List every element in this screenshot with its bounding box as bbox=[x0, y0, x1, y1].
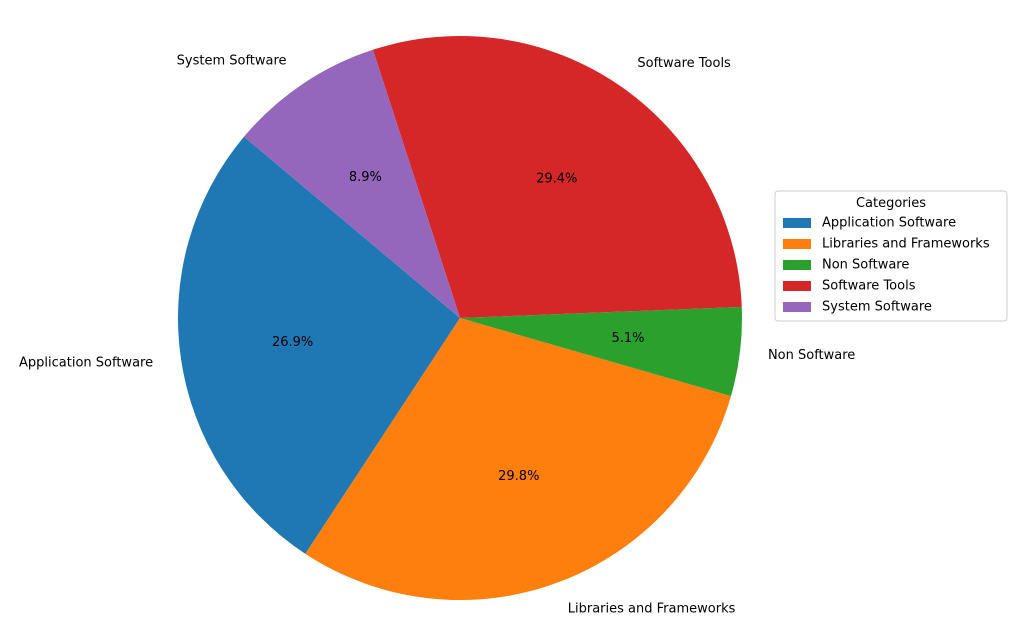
legend-swatch-libraries-and-frameworks bbox=[783, 239, 811, 249]
legend-label-software-tools: Software Tools bbox=[822, 279, 916, 294]
slice-label-non-software: Non Software bbox=[768, 348, 855, 363]
pie-slice-libraries-and-frameworks bbox=[305, 318, 731, 600]
slice-label-software-tools: Software Tools bbox=[637, 56, 731, 71]
slices-layer bbox=[177, 36, 742, 600]
slice-pct-non-software: 5.1% bbox=[611, 331, 644, 346]
slice-label-application-software: Application Software bbox=[19, 356, 153, 371]
pie-slice-non-software bbox=[460, 306, 742, 397]
pie-slice-software-tools bbox=[372, 36, 742, 318]
slice-pct-application-software: 26.9% bbox=[272, 335, 313, 350]
legend: Categories Application Software Libraries… bbox=[774, 190, 1008, 322]
outer-labels-layer: Application Software Libraries and Framew… bbox=[19, 53, 855, 616]
legend-entries: Application Software Libraries and Framew… bbox=[783, 216, 990, 315]
legend-label-libraries-and-frameworks: Libraries and Frameworks bbox=[822, 237, 990, 252]
pct-labels-layer: 26.9% 29.8% 5.1% 29.4% 8.9% bbox=[272, 170, 645, 484]
legend-swatch-application-software bbox=[783, 218, 811, 228]
slice-pct-system-software: 8.9% bbox=[349, 170, 382, 185]
slice-label-libraries-and-frameworks: Libraries and Frameworks bbox=[568, 601, 736, 616]
legend-frame bbox=[774, 190, 1008, 322]
legend-swatch-system-software bbox=[783, 302, 811, 312]
slice-pct-libraries-and-frameworks: 29.8% bbox=[498, 469, 539, 484]
pie-slice-application-software bbox=[177, 136, 460, 554]
pie-slice-system-software bbox=[243, 49, 460, 318]
legend-title: Categories bbox=[856, 196, 926, 211]
slice-label-system-software: System Software bbox=[177, 53, 287, 68]
legend-label-application-software: Application Software bbox=[822, 216, 956, 231]
legend-swatch-non-software bbox=[783, 260, 811, 270]
legend-swatch-software-tools bbox=[783, 281, 811, 291]
legend-label-non-software: Non Software bbox=[822, 258, 909, 273]
slice-pct-software-tools: 29.4% bbox=[536, 172, 577, 187]
legend-label-system-software: System Software bbox=[822, 300, 932, 315]
